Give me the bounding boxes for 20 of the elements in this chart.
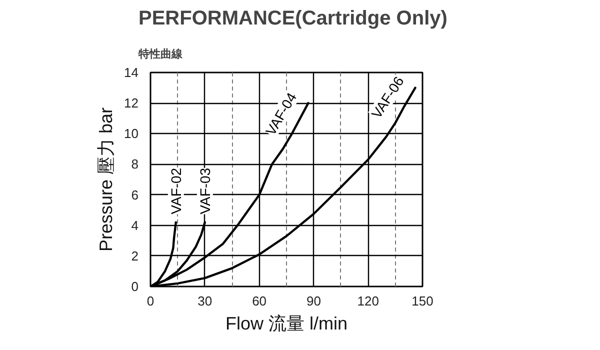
y-tick-label: 0 [131, 279, 139, 294]
y-axis-title: Pressure 壓力 bar [96, 107, 116, 252]
x-tick-label: 0 [146, 294, 154, 308]
text: VAF-03 [196, 168, 213, 214]
chart-subtitle: 特性曲線 [138, 48, 184, 60]
y-tick-label: 12 [124, 96, 139, 111]
x-tick-label: 150 [412, 294, 434, 308]
x-axis-title: Flow 流量 l/min [225, 314, 348, 334]
y-tick-label: 4 [131, 218, 139, 233]
chart-title: PERFORMANCE(Cartridge Only) [138, 8, 448, 30]
text: VAF-02 [168, 168, 184, 214]
x-tick-label: 120 [357, 294, 379, 308]
y-tick-label: 14 [124, 65, 139, 80]
x-tick-label: 30 [198, 294, 212, 308]
y-tick-label: 10 [124, 126, 139, 142]
y-tick-label: 6 [131, 187, 139, 202]
x-tick-label: 90 [306, 294, 321, 308]
y-tick-label: 8 [131, 156, 139, 172]
y-tick-label: 2 [131, 248, 139, 264]
x-tick-label: 60 [252, 294, 267, 308]
